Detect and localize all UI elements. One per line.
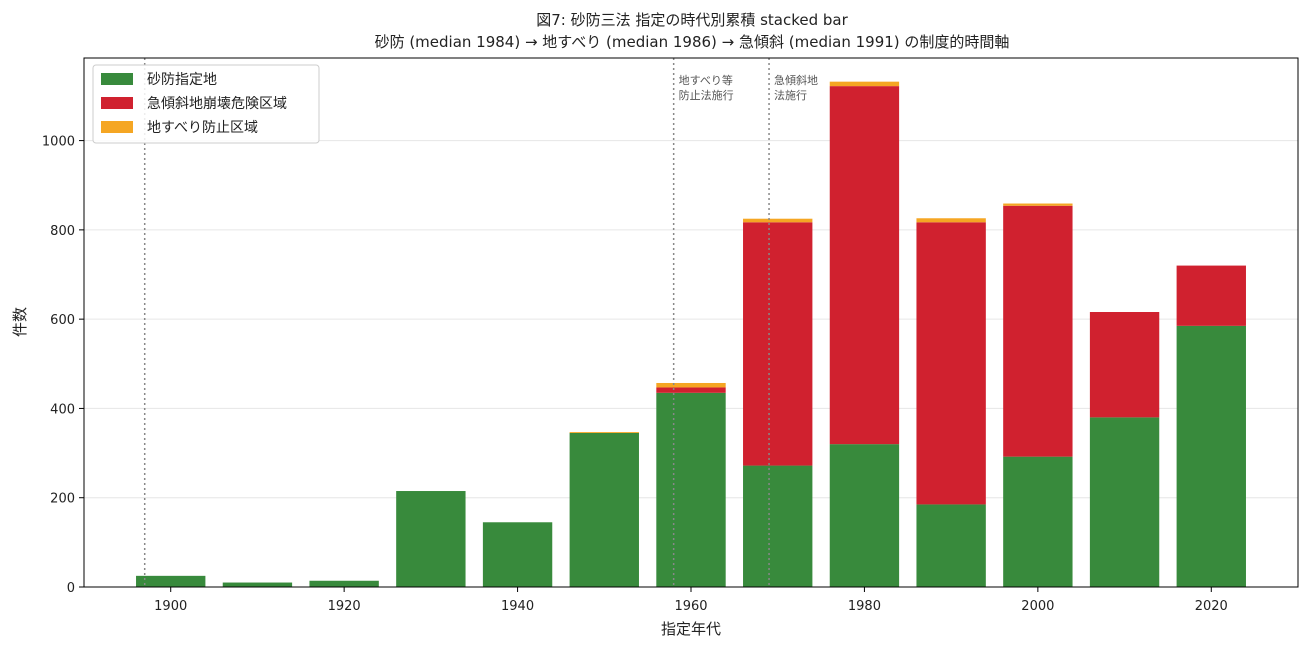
bar-segment-1: [656, 392, 726, 587]
x-tick-label: 1920: [328, 599, 361, 614]
bar-segment-2: [829, 86, 900, 445]
bar-segment-1: [136, 575, 206, 587]
y-tick-label: 400: [50, 402, 75, 417]
bar-segment-1: [916, 504, 986, 587]
y-axis-label: 件数: [11, 307, 29, 337]
y-tick-label: 0: [67, 581, 75, 596]
bar-segment-2: [656, 387, 726, 393]
bar-segment-3: [916, 218, 986, 223]
reference-line-label: 法施行: [774, 88, 807, 102]
bar-segment-1: [829, 444, 900, 587]
bar-segment-1: [1176, 325, 1246, 587]
bar-segment-3: [656, 382, 726, 388]
bar-segment-2: [743, 222, 813, 466]
bars: [136, 81, 1246, 587]
bar-segment-1: [1089, 417, 1160, 587]
bar-segment-3: [1003, 203, 1073, 206]
chart-title: 図7: 砂防三法 指定の時代別累積 stacked bar: [536, 11, 848, 29]
bar-segment-1: [1003, 456, 1073, 587]
bar-segment-2: [1176, 265, 1246, 326]
x-tick-label: 1960: [674, 599, 707, 614]
bar-segment-1: [396, 491, 466, 587]
bar-segment-1: [482, 522, 553, 587]
x-tick-label: 2020: [1195, 599, 1228, 614]
bar-segment-2: [1003, 205, 1073, 457]
legend-label: 急傾斜地崩壊危険区域: [147, 96, 287, 112]
reference-line-label: 地すべり等: [679, 73, 733, 87]
bar-segment-3: [829, 81, 900, 87]
x-tick-label: 1980: [848, 599, 881, 614]
bar-segment-1: [743, 465, 813, 587]
y-tick-label: 1000: [42, 135, 75, 150]
legend-swatch: [101, 121, 133, 133]
bar-segment-3: [743, 218, 813, 223]
legend-swatch: [101, 97, 133, 109]
legend-label: 砂防指定地: [147, 72, 217, 88]
y-tick-label: 600: [50, 313, 75, 328]
legend-swatch: [101, 73, 133, 85]
x-tick-label: 1900: [154, 599, 187, 614]
y-tick-label: 200: [50, 492, 75, 507]
bar-segment-3: [569, 432, 639, 433]
bar-segment-2: [916, 222, 986, 505]
legend-label: 地すべり防止区域: [147, 120, 258, 136]
reference-line-label: 防止法施行: [679, 88, 734, 102]
x-axis-label: 指定年代: [661, 620, 721, 638]
axis-ticks: 1900 1920 1940 1960 1980 2000 2020 0 200 400 600 80…: [42, 135, 1228, 614]
legend-box: [92, 64, 320, 144]
bar-segment-1: [569, 432, 639, 587]
x-tick-label: 1940: [501, 599, 534, 614]
x-tick-label: 2000: [1021, 599, 1054, 614]
y-tick-label: 800: [50, 224, 75, 239]
bar-segment-1: [309, 580, 379, 587]
chart-subtitle: 砂防 (median 1984) → 地すべり (median 1986) → …: [375, 33, 1010, 51]
bar-segment-2: [1089, 312, 1160, 418]
bar-segment-1: [222, 582, 293, 587]
reference-line-label: 急傾斜地: [774, 73, 818, 87]
